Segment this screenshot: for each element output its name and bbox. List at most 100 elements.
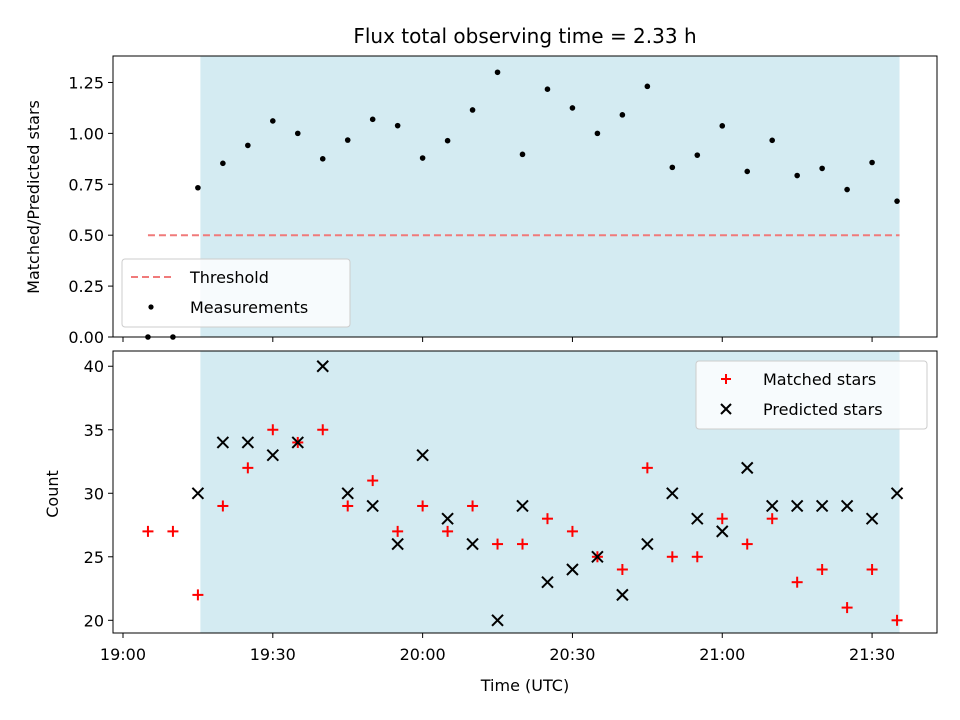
matched-star-point <box>791 576 803 588</box>
predicted-star-point <box>191 487 205 500</box>
measurement-point <box>794 172 800 179</box>
x-tick-label: 19:30 <box>250 645 296 664</box>
predicted-star-point <box>641 537 654 551</box>
bottom-x-ticks: 19:00 19:30 20:00 20:30 21:00 21:30 <box>100 633 895 664</box>
matched-star-point <box>716 513 728 525</box>
measurement-point <box>894 198 900 204</box>
top-y-tick-label: 1.25 <box>68 73 104 92</box>
measurement-point <box>444 137 451 144</box>
predicted-star-point <box>691 512 704 525</box>
measurement-point <box>344 137 351 143</box>
measurement-point <box>694 152 701 158</box>
x-tick-label: 21:00 <box>699 645 745 664</box>
measurement-point <box>744 168 751 175</box>
predicted-star-point <box>291 436 304 449</box>
predicted-star-point <box>541 575 554 589</box>
top-panel: 0.00 0.25 0.50 0.75 1.00 1.25 Flux total obse… <box>24 24 938 347</box>
legend-threshold-label: Threshold <box>189 268 269 287</box>
measurement-point <box>594 130 601 137</box>
measurement-point <box>719 123 726 129</box>
matched-star-point <box>841 602 853 614</box>
measurement-point <box>644 83 651 90</box>
predicted-star-point <box>216 436 230 449</box>
matched-star-point <box>367 475 379 487</box>
legend-measurements-swatch <box>148 304 154 310</box>
matched-star-point <box>666 551 678 563</box>
top-legend: Threshold Measurements <box>121 258 351 328</box>
matched-star-point <box>566 525 578 537</box>
top-y-tick-label: 0.25 <box>68 277 104 296</box>
predicted-star-point <box>865 512 879 525</box>
measurement-point <box>544 86 551 92</box>
measurement-point <box>394 122 401 129</box>
measurement-point <box>494 69 501 76</box>
matched-star-point <box>816 563 828 575</box>
bottom-y-tick-label: 40 <box>84 357 104 376</box>
measurement-point <box>569 105 576 111</box>
top-legend-box <box>121 258 351 328</box>
predicted-star-point <box>765 499 779 513</box>
legend-matched-label: Matched stars <box>763 370 876 389</box>
top-x-ticks <box>122 337 873 342</box>
matched-star-point <box>142 525 154 537</box>
measurement-point <box>220 160 226 167</box>
predicted-star-point <box>591 550 604 563</box>
predicted-star-point <box>466 537 479 551</box>
predicted-star-point <box>815 499 829 513</box>
predicted-star-point <box>616 588 629 602</box>
predicted-star-point <box>341 487 354 500</box>
matched-star-point <box>317 424 329 436</box>
matched-star-point <box>242 462 254 474</box>
bottom-y-tick-label: 25 <box>84 548 104 567</box>
matched-star-point <box>517 538 529 550</box>
legend-predicted-swatch <box>720 403 732 415</box>
matched-star-point <box>217 500 229 512</box>
measurement-point <box>319 156 326 162</box>
bottom-legend-box <box>695 360 928 430</box>
measurement-point <box>769 137 775 144</box>
predicted-star-point <box>491 614 504 627</box>
bottom-y-ticks: 20 25 30 35 40 <box>84 357 113 630</box>
bottom-panel: 20 25 30 35 40 19:00 19:30 20:00 20:30 21:00 21:3… <box>43 350 938 695</box>
predicted-star-point <box>741 461 754 475</box>
matched-star-point <box>342 500 354 512</box>
predicted-star-point <box>890 487 904 500</box>
matched-star-point <box>541 513 553 525</box>
predicted-star-point <box>441 512 454 525</box>
bottom-axes-frame <box>112 350 938 634</box>
matched-star-point <box>392 525 404 537</box>
measurement-point <box>619 112 626 118</box>
measurement-point <box>369 116 376 123</box>
matched-star-point <box>616 563 628 575</box>
predicted-star-point <box>316 360 329 373</box>
predicted-star-point <box>790 499 804 513</box>
matched-star-point <box>866 563 878 575</box>
predicted-star-point <box>516 499 529 513</box>
predicted-star-point <box>566 563 579 576</box>
measurement-point <box>869 159 875 166</box>
measurement-point <box>294 130 301 137</box>
matched-star-point <box>442 525 454 537</box>
predicted-star-point <box>366 499 379 513</box>
matched-star-point <box>492 538 504 550</box>
matched-star-point <box>267 424 279 436</box>
matched-star-point <box>167 525 179 537</box>
bottom-y-tick-label: 20 <box>84 611 104 630</box>
x-tick-label: 21:30 <box>849 645 895 664</box>
matched-star-point <box>766 513 778 525</box>
x-tick-label: 19:00 <box>100 645 146 664</box>
top-axes-frame <box>112 55 938 338</box>
matched-star-point <box>741 538 753 550</box>
measurement-points-layer <box>145 69 900 340</box>
measurement-point <box>669 164 676 171</box>
predicted-star-point <box>241 436 255 449</box>
measurement-point <box>195 184 201 191</box>
x-tick-label: 20:30 <box>549 645 595 664</box>
x-axis-label: Time (UTC) <box>480 676 569 695</box>
chart-title: Flux total observing time = 2.33 h <box>353 24 696 48</box>
top-y-tick-label: 0.75 <box>68 175 104 194</box>
matched-star-point <box>891 614 903 626</box>
predicted-star-point <box>840 499 854 513</box>
top-y-ticks: 0.00 0.25 0.50 0.75 1.00 1.25 <box>68 73 113 347</box>
